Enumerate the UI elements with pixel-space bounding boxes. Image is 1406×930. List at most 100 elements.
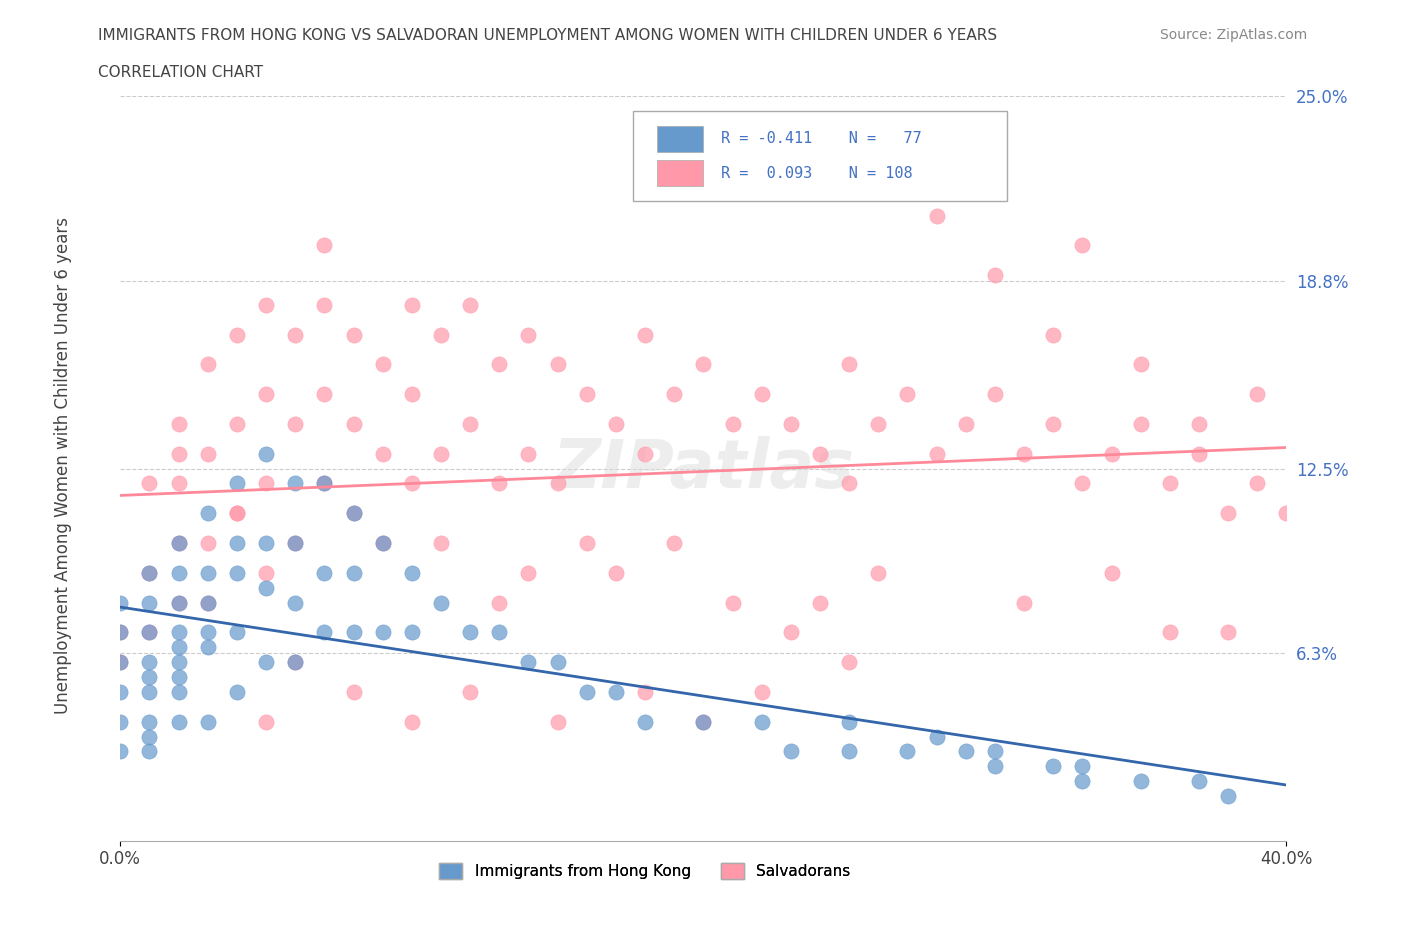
Point (1129, 357, 1152, 372)
Point (138, 476, 160, 491)
Point (458, 684, 481, 699)
Point (838, 476, 860, 491)
Point (1275, 506, 1298, 521)
Point (138, 670, 160, 684)
Point (1042, 417, 1064, 432)
Point (547, 476, 569, 491)
Point (110, 655, 132, 670)
Point (342, 417, 364, 432)
Point (314, 238, 336, 253)
Point (254, 446, 277, 461)
Point (167, 684, 190, 699)
Point (1012, 446, 1035, 461)
Point (167, 640, 190, 655)
Text: ZIPatlas: ZIPatlas (553, 435, 855, 501)
Point (254, 387, 277, 402)
Point (342, 327, 364, 342)
Point (1129, 774, 1152, 789)
Point (371, 536, 394, 551)
Point (955, 417, 977, 432)
Point (284, 655, 307, 670)
Point (226, 565, 249, 580)
Point (430, 327, 453, 342)
Point (664, 387, 686, 402)
Point (1101, 565, 1123, 580)
Point (284, 595, 307, 610)
Point (167, 476, 190, 491)
Point (1218, 789, 1240, 804)
Point (1246, 387, 1268, 402)
Text: R = -0.411    N =   77: R = -0.411 N = 77 (721, 131, 921, 146)
Point (110, 684, 132, 699)
Point (692, 714, 714, 729)
Point (1218, 506, 1240, 521)
Point (110, 625, 132, 640)
Point (254, 565, 277, 580)
Point (197, 357, 219, 372)
Point (984, 759, 1007, 774)
Point (808, 446, 831, 461)
Point (226, 536, 249, 551)
Point (430, 446, 453, 461)
Text: R =  0.093    N = 108: R = 0.093 N = 108 (721, 166, 912, 180)
Point (984, 268, 1007, 283)
Point (197, 640, 219, 655)
Point (517, 446, 540, 461)
Point (284, 327, 307, 342)
Point (254, 580, 277, 595)
Point (197, 565, 219, 580)
Point (254, 536, 277, 551)
Point (838, 655, 860, 670)
Point (868, 417, 890, 432)
Point (575, 387, 598, 402)
Legend: Immigrants from Hong Kong, Salvadorans: Immigrants from Hong Kong, Salvadorans (433, 857, 856, 885)
Point (721, 595, 744, 610)
Point (808, 595, 831, 610)
Point (167, 417, 190, 432)
Point (314, 476, 336, 491)
Point (167, 536, 190, 551)
Point (138, 595, 160, 610)
Point (167, 655, 190, 670)
Point (167, 714, 190, 729)
Point (226, 327, 249, 342)
Point (401, 298, 423, 312)
Point (110, 595, 132, 610)
Point (1188, 774, 1211, 789)
Point (1188, 446, 1211, 461)
Point (430, 595, 453, 610)
Point (1042, 327, 1064, 342)
Point (1071, 759, 1094, 774)
Point (138, 655, 160, 670)
Point (984, 387, 1007, 402)
Point (197, 595, 219, 610)
Point (401, 387, 423, 402)
Point (197, 536, 219, 551)
Point (575, 536, 598, 551)
Point (401, 476, 423, 491)
Point (197, 625, 219, 640)
Point (1071, 238, 1094, 253)
Point (634, 446, 657, 461)
Point (342, 565, 364, 580)
Text: IMMIGRANTS FROM HONG KONG VS SALVADORAN UNEMPLOYMENT AMONG WOMEN WITH CHILDREN U: IMMIGRANTS FROM HONG KONG VS SALVADORAN … (98, 28, 997, 43)
Point (138, 565, 160, 580)
Point (284, 476, 307, 491)
Point (955, 744, 977, 759)
Point (547, 357, 569, 372)
Point (197, 506, 219, 521)
Point (167, 536, 190, 551)
Point (488, 625, 510, 640)
Point (254, 655, 277, 670)
Point (226, 476, 249, 491)
Point (226, 506, 249, 521)
Point (1042, 759, 1064, 774)
Point (664, 536, 686, 551)
Point (605, 417, 627, 432)
Point (314, 625, 336, 640)
Point (342, 506, 364, 521)
Text: CORRELATION CHART: CORRELATION CHART (98, 65, 263, 80)
Point (314, 565, 336, 580)
Point (1188, 417, 1211, 432)
FancyBboxPatch shape (657, 126, 703, 153)
